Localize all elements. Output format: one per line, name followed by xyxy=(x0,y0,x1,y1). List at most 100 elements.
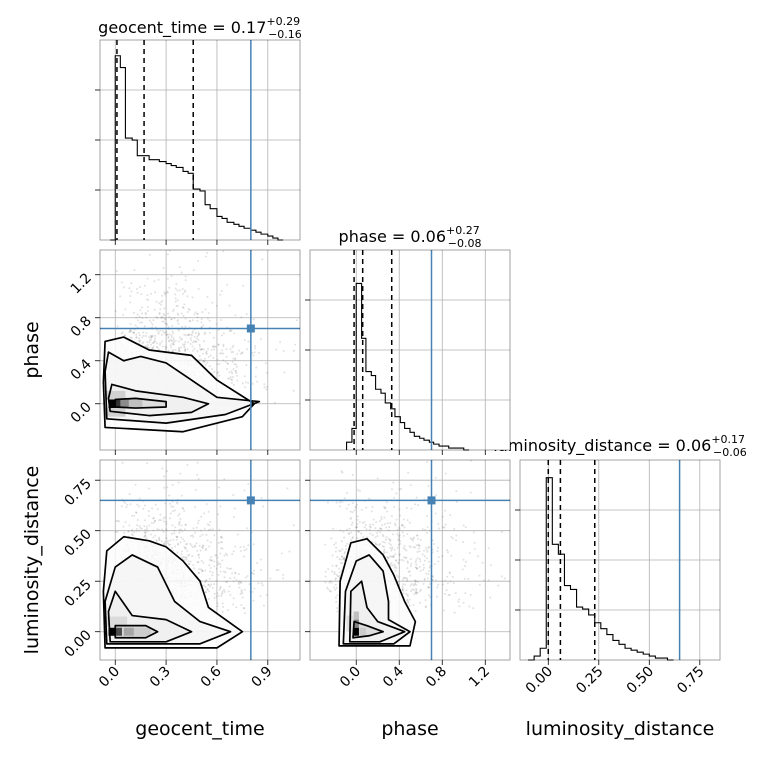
scatter-phase-vs-luminosity-distance-point xyxy=(412,539,415,542)
scatter-geocent-time-vs-phase-point xyxy=(150,321,153,324)
scatter-geocent-time-vs-phase-point xyxy=(218,374,221,377)
scatter-geocent-time-vs-luminosity-distance-density-cell-1 xyxy=(115,627,123,636)
hist-geocent-time-panel xyxy=(95,39,301,245)
scatter-geocent-time-vs-phase-point xyxy=(206,317,209,320)
scatter-geocent-time-vs-phase-point xyxy=(204,308,207,311)
scatter-geocent-time-vs-luminosity-distance-point xyxy=(222,605,225,608)
scatter-phase-vs-luminosity-distance-point xyxy=(435,595,438,598)
scatter-phase-vs-luminosity-distance-point xyxy=(341,548,344,551)
scatter-phase-vs-luminosity-distance-point xyxy=(423,559,426,562)
scatter-phase-vs-luminosity-distance-point xyxy=(329,590,332,593)
scatter-geocent-time-vs-phase-point xyxy=(253,351,256,354)
scatter-geocent-time-vs-phase-point xyxy=(191,345,194,348)
scatter-geocent-time-vs-luminosity-distance-point xyxy=(196,561,199,564)
scatter-phase-vs-luminosity-distance-point xyxy=(395,492,398,495)
scatter-geocent-time-vs-luminosity-distance-point xyxy=(138,497,141,500)
scatter-geocent-time-vs-phase-point xyxy=(150,335,153,338)
scatter-phase-vs-luminosity-distance-point xyxy=(462,601,465,604)
scatter-phase-vs-luminosity-distance-point xyxy=(444,579,447,582)
scatter-geocent-time-vs-luminosity-distance-point xyxy=(175,538,178,541)
scatter-geocent-time-vs-phase-point xyxy=(182,314,185,317)
scatter-geocent-time-vs-luminosity-distance-point xyxy=(175,501,178,504)
title-phase-sub: −0.08 xyxy=(448,237,482,250)
scatter-geocent-time-vs-phase-point xyxy=(196,350,199,353)
scatter-phase-vs-luminosity-distance-point xyxy=(423,578,426,581)
scatter-geocent-time-vs-phase-point xyxy=(141,336,144,339)
scatter-phase-vs-luminosity-distance-point xyxy=(500,575,503,578)
scatter-geocent-time-vs-phase-point xyxy=(152,345,155,348)
scatter-geocent-time-vs-luminosity-distance-point xyxy=(144,532,147,535)
scatter-geocent-time-vs-phase-point xyxy=(238,349,241,352)
scatter-geocent-time-vs-phase-point xyxy=(232,383,235,386)
scatter-geocent-time-vs-luminosity-distance-point xyxy=(232,603,235,606)
scatter-phase-vs-luminosity-distance-point xyxy=(416,567,419,570)
scatter-phase-vs-luminosity-distance-point xyxy=(380,517,383,520)
scatter-phase-vs-luminosity-distance-point xyxy=(397,534,400,537)
scatter-phase-vs-luminosity-distance-point xyxy=(406,532,409,535)
scatter-phase-vs-luminosity-distance-point xyxy=(340,558,343,561)
scatter-phase-vs-luminosity-distance-point xyxy=(390,555,393,558)
scatter-geocent-time-vs-luminosity-distance-point xyxy=(241,592,244,595)
scatter-phase-vs-luminosity-distance-point xyxy=(436,550,439,553)
scatter-geocent-time-vs-phase-point xyxy=(157,278,160,281)
scatter-geocent-time-vs-luminosity-distance-point xyxy=(196,461,199,464)
scatter-phase-vs-luminosity-distance-point xyxy=(382,545,385,548)
scatter-geocent-time-vs-luminosity-distance-point xyxy=(164,516,167,519)
scatter-phase-vs-luminosity-distance-density-cell-2 xyxy=(353,611,359,620)
scatter-geocent-time-vs-luminosity-distance-point xyxy=(213,592,216,595)
scatter-phase-vs-luminosity-distance-point xyxy=(437,523,440,526)
scatter-geocent-time-vs-luminosity-distance-yticklabel-0: 0.00 xyxy=(61,627,94,660)
scatter-phase-vs-luminosity-distance-point xyxy=(443,592,446,595)
scatter-phase-vs-luminosity-distance-point xyxy=(381,524,384,527)
scatter-geocent-time-vs-phase-point xyxy=(174,339,177,342)
scatter-geocent-time-vs-luminosity-distance-point xyxy=(172,505,175,508)
scatter-phase-vs-luminosity-distance-point xyxy=(358,530,361,533)
scatter-phase-vs-luminosity-distance-point xyxy=(398,526,401,529)
scatter-phase-vs-luminosity-distance-point xyxy=(338,501,341,504)
scatter-geocent-time-vs-phase-point xyxy=(192,341,195,344)
scatter-phase-vs-luminosity-distance-point xyxy=(402,592,405,595)
scatter-geocent-time-vs-luminosity-distance-point xyxy=(181,530,184,533)
scatter-geocent-time-vs-phase-point xyxy=(230,329,233,332)
scatter-geocent-time-vs-phase-point xyxy=(152,341,155,344)
scatter-geocent-time-vs-luminosity-distance-point xyxy=(178,520,181,523)
scatter-geocent-time-vs-phase-point xyxy=(129,322,132,325)
scatter-phase-vs-luminosity-distance-point xyxy=(394,565,397,568)
scatter-phase-vs-luminosity-distance-point xyxy=(423,549,426,552)
scatter-geocent-time-vs-luminosity-distance-point xyxy=(143,531,146,534)
scatter-geocent-time-vs-luminosity-distance-point xyxy=(153,519,156,522)
scatter-phase-vs-luminosity-distance-point xyxy=(423,555,426,558)
scatter-phase-vs-luminosity-distance-point xyxy=(478,574,481,577)
scatter-geocent-time-vs-phase-point xyxy=(130,336,133,339)
scatter-geocent-time-vs-luminosity-distance-panel: 0.0 0.3 0.6 0.9 0.00 0.25 0.50 0.75 xyxy=(61,459,301,691)
scatter-phase-vs-luminosity-distance-point xyxy=(405,577,408,580)
scatter-phase-vs-luminosity-distance-point xyxy=(392,555,395,558)
scatter-geocent-time-vs-phase-point xyxy=(144,345,147,348)
scatter-phase-vs-luminosity-distance-point xyxy=(393,496,396,499)
scatter-geocent-time-vs-luminosity-distance-point xyxy=(230,567,233,570)
scatter-geocent-time-vs-phase-point xyxy=(186,310,189,313)
scatter-geocent-time-vs-phase-point xyxy=(140,293,143,296)
scatter-phase-vs-luminosity-distance-point xyxy=(415,587,418,590)
scatter-geocent-time-vs-luminosity-distance-point xyxy=(238,580,241,583)
scatter-geocent-time-vs-luminosity-distance-point xyxy=(204,581,207,584)
scatter-geocent-time-vs-luminosity-distance-point xyxy=(180,524,183,527)
scatter-geocent-time-vs-luminosity-distance-point xyxy=(219,586,222,589)
scatter-geocent-time-vs-luminosity-distance-point xyxy=(179,518,182,521)
scatter-geocent-time-vs-phase-point xyxy=(200,348,203,351)
scatter-geocent-time-vs-luminosity-distance-point xyxy=(204,585,207,588)
scatter-geocent-time-vs-phase-point xyxy=(213,345,216,348)
scatter-geocent-time-vs-luminosity-distance-point xyxy=(217,594,220,597)
scatter-phase-vs-luminosity-distance-point xyxy=(400,558,403,561)
scatter-geocent-time-vs-phase-point xyxy=(187,341,190,344)
scatter-geocent-time-vs-phase-point xyxy=(183,343,186,346)
scatter-geocent-time-vs-luminosity-distance-points xyxy=(102,461,295,649)
scatter-geocent-time-vs-phase-point xyxy=(153,308,156,311)
scatter-geocent-time-vs-luminosity-distance-point xyxy=(240,590,243,593)
scatter-geocent-time-vs-phase-point xyxy=(175,282,178,285)
scatter-geocent-time-vs-phase-point xyxy=(136,291,139,294)
scatter-geocent-time-vs-phase-point xyxy=(188,308,191,311)
scatter-geocent-time-vs-luminosity-distance-point xyxy=(195,542,198,545)
scatter-phase-vs-luminosity-distance-point xyxy=(399,514,402,517)
scatter-phase-vs-luminosity-distance-point xyxy=(446,582,449,585)
